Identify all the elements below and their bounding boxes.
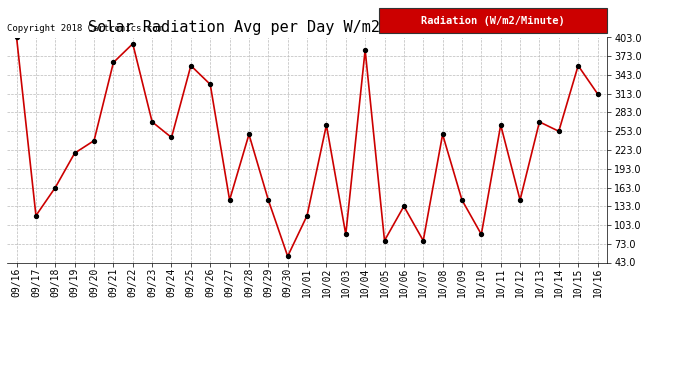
Point bbox=[592, 91, 603, 97]
Point bbox=[457, 197, 468, 203]
Title: Solar Radiation Avg per Day W/m2/minute 20181016: Solar Radiation Avg per Day W/m2/minute … bbox=[88, 20, 526, 35]
Point bbox=[127, 41, 138, 47]
Point bbox=[30, 213, 41, 219]
Point bbox=[263, 197, 274, 203]
Point bbox=[534, 119, 545, 125]
Point bbox=[437, 131, 448, 137]
Point bbox=[244, 131, 255, 137]
Point bbox=[186, 63, 197, 69]
Bar bbox=[379, 8, 607, 33]
Point bbox=[398, 203, 409, 209]
Point bbox=[146, 119, 157, 125]
Point bbox=[88, 138, 99, 144]
Point bbox=[321, 122, 332, 128]
Point bbox=[340, 231, 351, 237]
Text: Radiation (W/m2/Minute): Radiation (W/m2/Minute) bbox=[422, 16, 565, 26]
Point bbox=[224, 197, 235, 203]
Point bbox=[50, 184, 61, 190]
Point bbox=[553, 128, 564, 134]
Point bbox=[282, 253, 293, 259]
Point bbox=[69, 150, 80, 156]
Point bbox=[573, 63, 584, 69]
Point bbox=[495, 122, 506, 128]
Point bbox=[417, 238, 428, 244]
Point bbox=[11, 34, 22, 40]
Point bbox=[379, 238, 390, 244]
Point bbox=[359, 47, 371, 53]
Point bbox=[302, 213, 313, 219]
Point bbox=[515, 197, 526, 203]
Point bbox=[166, 135, 177, 141]
Point bbox=[108, 60, 119, 66]
Point bbox=[476, 231, 487, 237]
Text: Copyright 2018 Cartronics.com: Copyright 2018 Cartronics.com bbox=[7, 24, 163, 33]
Point bbox=[205, 81, 216, 87]
